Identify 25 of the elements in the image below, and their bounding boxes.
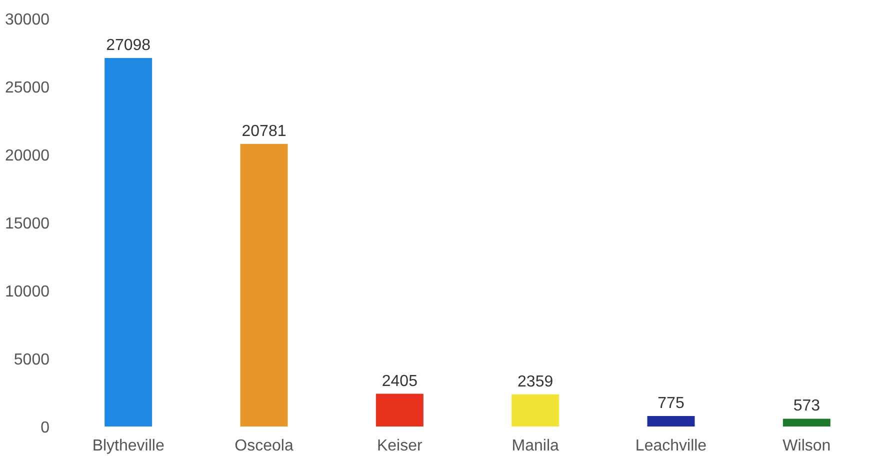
y-tick-label: 0 [40, 420, 50, 436]
x-tick-label: Keiser [376, 438, 424, 454]
data-label: 2405 [382, 372, 418, 390]
x-tick-label: Wilson [782, 438, 831, 454]
bar [376, 394, 424, 426]
y-tick-label: 20000 [5, 148, 50, 164]
bar [782, 418, 830, 426]
data-label: 2359 [518, 373, 554, 390]
bar [512, 394, 560, 426]
y-tick-label: 15000 [5, 216, 50, 232]
data-label: 775 [658, 394, 684, 412]
y-tick-label: 10000 [5, 284, 50, 300]
x-tick-label: Blytheville [92, 438, 164, 454]
x-tick-label: Leachville [635, 438, 707, 454]
bar [104, 58, 152, 426]
x-tick-label: Osceola [234, 438, 294, 454]
y-tick-label: 5000 [14, 352, 50, 368]
data-label: 27098 [106, 36, 151, 54]
y-tick-label: 30000 [5, 12, 50, 28]
bar [647, 416, 695, 426]
data-label: 20781 [242, 122, 286, 140]
bar [240, 144, 288, 426]
data-label: 573 [793, 398, 820, 415]
x-tick-label: Manila [512, 438, 559, 454]
y-tick-label: 25000 [5, 80, 50, 96]
